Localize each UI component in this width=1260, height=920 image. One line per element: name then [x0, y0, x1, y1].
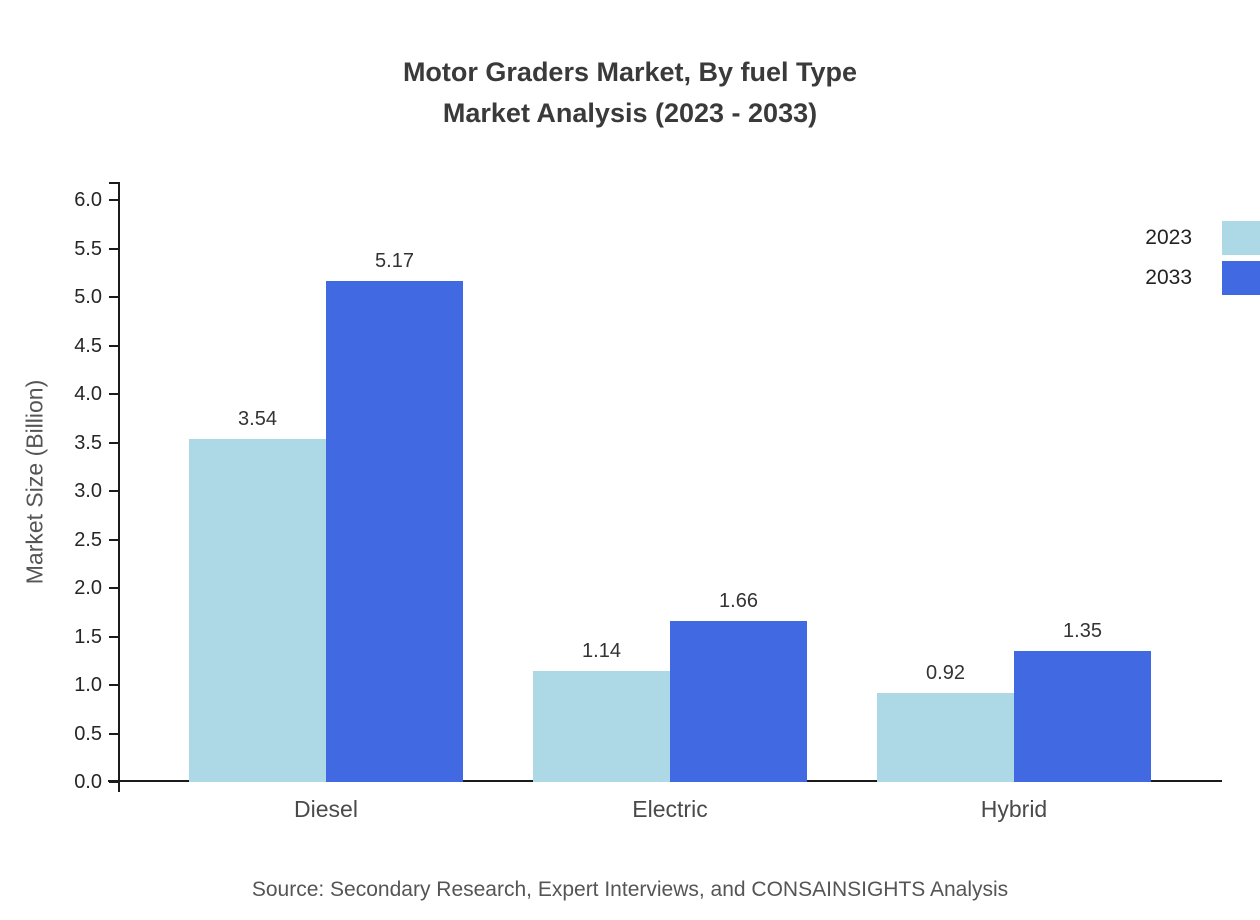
- bar-2023-electric: [533, 671, 670, 782]
- chart-title: Motor Graders Market, By fuel Type Marke…: [0, 52, 1260, 134]
- y-tick-mark: [109, 781, 118, 783]
- value-label-2023-electric: 1.14: [582, 640, 621, 663]
- legend: 2023 2033: [1145, 218, 1260, 298]
- bar-2023-diesel: [189, 438, 326, 782]
- x-tick-label-electric: Electric: [632, 796, 708, 822]
- y-tick-label: 2.5: [74, 528, 102, 551]
- y-tick-label: 2.0: [74, 577, 102, 599]
- y-tick-mark: [109, 199, 118, 201]
- bar-2033-electric: [670, 620, 807, 782]
- legend-item-2033: 2033: [1145, 258, 1260, 298]
- y-tick-mark: [109, 587, 118, 589]
- y-tick-mark: [109, 296, 118, 298]
- value-label-2033-hybrid: 1.35: [1063, 620, 1102, 643]
- y-tick-label: 5.5: [74, 237, 102, 260]
- y-tick-mark: [109, 684, 118, 686]
- y-tick-mark: [109, 393, 118, 395]
- y-tick-mark: [109, 538, 118, 541]
- y-tick-label: 1.5: [74, 625, 102, 648]
- y-tick-mark: [109, 344, 118, 347]
- value-label-2033-electric: 1.66: [719, 589, 758, 612]
- bar-group-electric: 1.14 1.66 Electric: [533, 182, 807, 822]
- y-tick-mark: [109, 441, 118, 444]
- y-tick-mark: [109, 635, 118, 638]
- y-tick-label: 1.0: [74, 674, 102, 696]
- legend-swatch-2023: [1222, 221, 1260, 255]
- legend-label-2023: 2023: [1145, 226, 1192, 249]
- value-label-2023-diesel: 3.54: [238, 407, 277, 430]
- y-tick-mark: [109, 247, 118, 250]
- bar-2033-diesel: [326, 280, 463, 782]
- bar-2023-hybrid: [877, 692, 1014, 782]
- bar-group-hybrid: 0.92 1.35 Hybrid: [877, 182, 1151, 822]
- bar-2033-hybrid: [1014, 651, 1151, 782]
- y-tick-label: 3.0: [74, 480, 102, 502]
- x-tick-label-diesel: Diesel: [294, 796, 358, 822]
- bar-group-diesel: 3.54 5.17 Diesel: [189, 182, 463, 822]
- y-tick-label: 0.5: [74, 722, 102, 745]
- x-tick-label-hybrid: Hybrid: [980, 796, 1048, 822]
- y-tick-label: 6.0: [74, 189, 102, 211]
- chart-title-line1: Motor Graders Market, By fuel Type: [402, 57, 858, 87]
- y-axis-line: [118, 182, 120, 792]
- source-note: Source: Secondary Research, Expert Inter…: [251, 878, 1009, 901]
- value-label-2033-diesel: 5.17: [375, 249, 414, 272]
- legend-label-2033: 2033: [1145, 266, 1192, 289]
- legend-item-2023: 2023: [1145, 218, 1260, 258]
- y-tick-label: 3.5: [74, 431, 102, 454]
- y-tick-mark: [109, 732, 118, 735]
- plot-area: 0.0 0.5 1.0 1.5 2.0 2.5 3.0 3.5 4.0 4.5 5.0 5.5 6.0 3…: [74, 182, 1222, 822]
- y-tick-label: 4.5: [74, 334, 102, 357]
- y-tick-label: 0.0: [74, 771, 102, 793]
- y-axis-cap-tick: [109, 182, 118, 184]
- chart-title-line2: Market Analysis (2023 - 2033): [442, 98, 818, 128]
- legend-swatch-2033: [1222, 261, 1260, 295]
- y-tick-mark: [109, 490, 118, 492]
- y-tick-label: 4.0: [74, 383, 102, 405]
- y-tick-label: 5.0: [74, 286, 102, 308]
- value-label-2023-hybrid: 0.92: [926, 661, 965, 684]
